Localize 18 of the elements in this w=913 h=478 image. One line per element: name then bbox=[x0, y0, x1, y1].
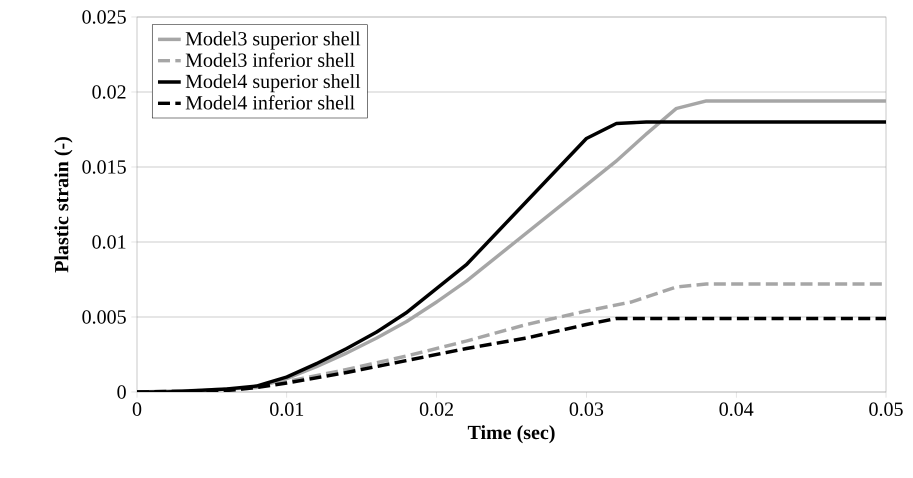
x-tick-label: 0 bbox=[132, 402, 142, 416]
x-tick-label: 0.02 bbox=[420, 402, 453, 416]
legend-label: Model3 superior shell bbox=[186, 31, 360, 50]
y-tick-label: 0.02 bbox=[92, 85, 126, 99]
y-axis-title: Plastic strain (-) bbox=[54, 137, 72, 272]
y-tick-label: 0.015 bbox=[82, 160, 126, 174]
y-tick-label: 0.01 bbox=[92, 235, 126, 249]
y-tick-label: 0 bbox=[117, 385, 126, 399]
x-axis-title: Time (sec) bbox=[468, 425, 555, 444]
y-tick-label: 0.005 bbox=[82, 310, 126, 324]
x-tick-label: 0.04 bbox=[719, 402, 754, 416]
y-tick-label: 0.025 bbox=[82, 10, 126, 24]
legend-label: Model3 inferior shell bbox=[186, 52, 355, 67]
legend-label: Model4 inferior shell bbox=[186, 95, 355, 110]
x-tick-label: 0.05 bbox=[869, 402, 903, 416]
x-tick-label: 0.01 bbox=[270, 402, 304, 416]
legend-label: Model4 superior shell bbox=[186, 74, 360, 92]
x-tick-label: 0.03 bbox=[570, 402, 604, 416]
